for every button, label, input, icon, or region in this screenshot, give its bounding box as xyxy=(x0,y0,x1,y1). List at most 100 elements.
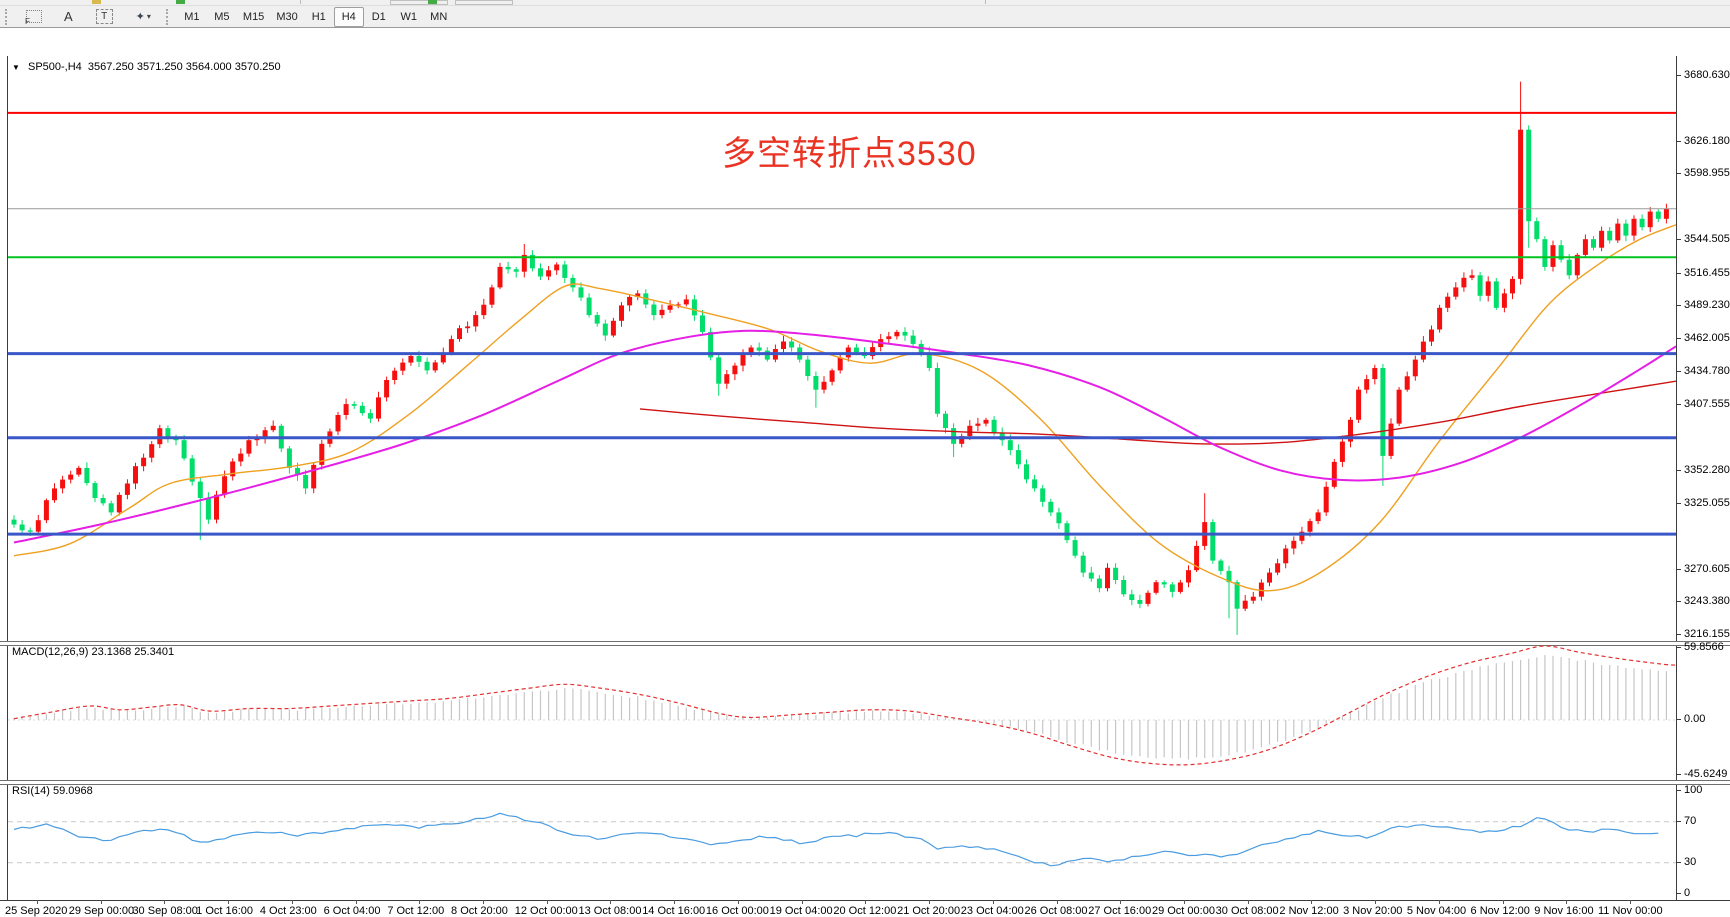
time-axis-tick xyxy=(1311,900,1313,904)
plot-left-border xyxy=(7,56,8,900)
rsi-indicator-plot[interactable] xyxy=(8,783,1676,900)
timeframe-button-h1[interactable]: H1 xyxy=(311,10,326,23)
macd-signal-line xyxy=(13,645,1677,766)
collapse-arrow-icon[interactable]: ▼ xyxy=(12,63,20,72)
time-axis-label: 30 Sep 08:00 xyxy=(132,905,198,917)
time-axis-tick xyxy=(610,900,612,904)
time-axis-label: 16 Oct 00:00 xyxy=(705,905,769,917)
time-axis-tick xyxy=(929,900,931,904)
time-axis[interactable]: 25 Sep 2020 29 Sep 00:00 30 Sep 08:00 1 Oct… xyxy=(0,872,1730,917)
annotation-text[interactable]: 多空转折点3530 xyxy=(722,135,977,173)
arrows-tool-button[interactable]: ✦ ▾ xyxy=(124,7,161,27)
toolbar-separator xyxy=(985,0,986,4)
price-axis-tick: 3680.630 xyxy=(1677,69,1730,81)
time-axis-tick xyxy=(801,900,803,904)
timeframe-button-w1[interactable]: W1 xyxy=(400,10,417,23)
price-axis-tick: 100 xyxy=(1677,784,1729,796)
time-axis-tick xyxy=(1056,900,1058,904)
rsi-line xyxy=(13,812,1659,867)
time-axis-label: 12 Oct 00:00 xyxy=(514,905,578,917)
timeframe-button-m30[interactable]: M30 xyxy=(276,10,298,23)
time-axis-tick xyxy=(1438,900,1440,904)
time-axis-tick xyxy=(992,900,994,904)
timeframe-button-m15[interactable]: M15 xyxy=(242,10,265,23)
time-axis-label: 6 Oct 04:00 xyxy=(323,905,381,917)
macd-label: MACD(12,26,9) 23.1368 25.3401 xyxy=(12,646,175,658)
time-axis-label: 14 Oct 16:00 xyxy=(642,905,706,917)
clipped-icon xyxy=(176,0,185,4)
timeframe-button-m5[interactable]: M5 xyxy=(214,10,230,23)
text-tool-button[interactable]: A xyxy=(52,7,85,27)
time-axis-tick xyxy=(1375,900,1377,904)
timeframe-button-h4[interactable]: H4 xyxy=(333,6,364,27)
chart-area: ▼ SP500-,H4 3567.250 3571.250 3564.000 3… xyxy=(0,28,1730,917)
fibonacci-icon: F xyxy=(25,10,42,26)
time-axis-label: 29 Sep 00:00 xyxy=(68,905,135,917)
fibonacci-tool-button[interactable]: F xyxy=(16,7,52,27)
price-axis-tick: 3544.505 xyxy=(1677,233,1730,245)
price-axis-tick: 3270.605 xyxy=(1677,563,1730,575)
time-axis-label: 11 Nov 00:00 xyxy=(1598,905,1663,917)
clipped-button xyxy=(390,0,448,5)
price-axis[interactable]: 3680.630 3626.180 3598.955 3544.505 3516.455… xyxy=(1677,28,1730,899)
time-axis-tick xyxy=(1120,900,1122,904)
time-axis-tick xyxy=(100,900,102,904)
time-axis-tick xyxy=(1630,900,1631,904)
price-axis-tick: 70 xyxy=(1677,815,1729,827)
text-label-tool-button[interactable]: T xyxy=(85,7,124,27)
price-axis-tick: 3325.055 xyxy=(1677,497,1730,509)
time-axis-tick xyxy=(1566,900,1568,904)
main-chart-plot[interactable] xyxy=(8,56,1677,641)
candle-bodies-up xyxy=(35,129,1669,609)
price-axis-tick: 3352.280 xyxy=(1677,464,1730,476)
ma-fast-orange xyxy=(13,224,1677,592)
timeframe-button-mn[interactable]: MN xyxy=(430,10,448,23)
time-axis-label: 13 Oct 08:00 xyxy=(578,905,642,917)
text-icon: A xyxy=(64,9,73,24)
time-axis-label: 8 Oct 20:00 xyxy=(451,905,508,917)
time-axis-tick xyxy=(419,900,421,904)
clipped-toolbar-row xyxy=(0,0,1730,6)
time-axis-label: 29 Oct 00:00 xyxy=(1151,905,1215,917)
toolbar-grip[interactable] xyxy=(165,8,170,25)
time-axis-tick xyxy=(1502,900,1504,904)
clipped-icon xyxy=(428,0,437,4)
time-axis-label: 19 Oct 04:00 xyxy=(769,905,833,917)
toolbar-grip[interactable] xyxy=(5,8,9,25)
rsi-label: RSI(14) 59.0968 xyxy=(12,785,93,797)
price-axis-tick: -45.6249 xyxy=(1677,768,1729,780)
time-axis-tick xyxy=(355,900,357,904)
toolbar-separator xyxy=(300,0,301,4)
price-axis-tick: 3626.180 xyxy=(1677,135,1730,147)
panel-splitter-macd[interactable] xyxy=(0,641,1730,646)
price-axis-tick: 3243.380 xyxy=(1677,595,1730,607)
price-axis-tick: 3216.155 xyxy=(1677,628,1730,640)
price-axis-tick: 0.00 xyxy=(1677,713,1729,725)
timeframe-button-m1[interactable]: M1 xyxy=(184,10,200,23)
time-axis-label: 2 Nov 12:00 xyxy=(1279,905,1339,917)
time-axis-label: 25 Sep 2020 xyxy=(5,905,68,917)
candle-wicks-down xyxy=(13,125,1659,635)
time-axis-tick xyxy=(37,900,38,904)
time-axis-tick xyxy=(164,900,166,904)
time-axis-tick xyxy=(1183,900,1185,904)
timeframe-button-d1[interactable]: D1 xyxy=(371,10,386,23)
time-axis-label: 6 Nov 12:00 xyxy=(1470,905,1530,917)
price-axis-tick: 3516.455 xyxy=(1677,267,1730,279)
time-axis-label: 20 Oct 12:00 xyxy=(833,905,897,917)
macd-indicator-plot[interactable] xyxy=(8,644,1677,780)
ma-long-red xyxy=(639,380,1677,445)
chart-toolbar: F A T ✦ ▾ M1 M5 M15 M30 H1 H4 D1 W1 MN xyxy=(0,6,1730,28)
time-axis-label: 4 Oct 23:00 xyxy=(259,905,317,917)
panel-splitter-rsi[interactable] xyxy=(0,780,1730,785)
text-label-icon: T xyxy=(95,9,113,24)
time-axis-label: 3 Nov 20:00 xyxy=(1343,905,1403,917)
price-axis-tick: 3434.780 xyxy=(1677,365,1730,377)
price-axis-tick: 30 xyxy=(1677,856,1729,868)
price-axis-tick: 3598.955 xyxy=(1677,167,1730,179)
time-axis-tick xyxy=(1247,900,1249,904)
ohlc-values: 3567.250 3571.250 3564.000 3570.250 xyxy=(87,61,281,73)
time-axis-tick xyxy=(483,900,485,904)
time-axis-tick xyxy=(546,900,548,904)
time-axis-label: 27 Oct 16:00 xyxy=(1088,905,1152,917)
